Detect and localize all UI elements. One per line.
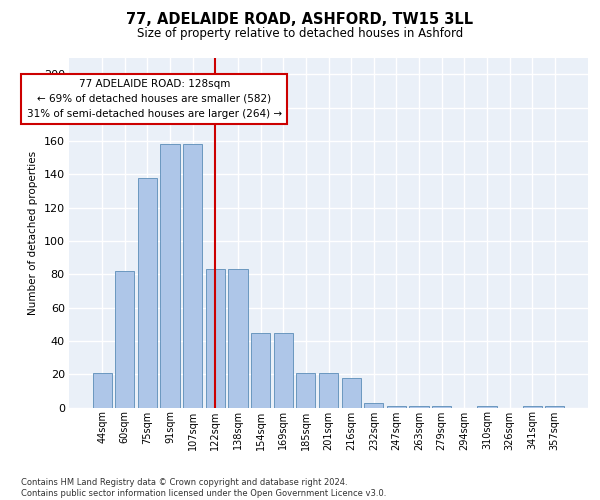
Text: 77 ADELAIDE ROAD: 128sqm
← 69% of detached houses are smaller (582)
31% of semi-: 77 ADELAIDE ROAD: 128sqm ← 69% of detach… xyxy=(26,79,282,119)
Bar xyxy=(160,144,180,407)
Bar xyxy=(138,178,157,408)
Bar xyxy=(364,402,383,407)
Bar xyxy=(229,269,248,407)
Bar xyxy=(319,372,338,408)
Bar xyxy=(296,372,316,408)
Bar xyxy=(341,378,361,408)
Text: Contains HM Land Registry data © Crown copyright and database right 2024.
Contai: Contains HM Land Registry data © Crown c… xyxy=(21,478,386,498)
Bar xyxy=(477,406,497,407)
Bar xyxy=(409,406,428,407)
Y-axis label: Number of detached properties: Number of detached properties xyxy=(28,150,38,314)
Bar xyxy=(523,406,542,407)
Bar xyxy=(387,406,406,407)
Bar xyxy=(206,269,225,407)
Bar xyxy=(545,406,565,407)
Bar xyxy=(432,406,451,407)
Bar xyxy=(92,372,112,408)
Text: Size of property relative to detached houses in Ashford: Size of property relative to detached ho… xyxy=(137,28,463,40)
Bar xyxy=(115,271,134,407)
Bar xyxy=(274,332,293,407)
Bar xyxy=(183,144,202,407)
Text: 77, ADELAIDE ROAD, ASHFORD, TW15 3LL: 77, ADELAIDE ROAD, ASHFORD, TW15 3LL xyxy=(127,12,473,28)
Bar xyxy=(251,332,270,407)
